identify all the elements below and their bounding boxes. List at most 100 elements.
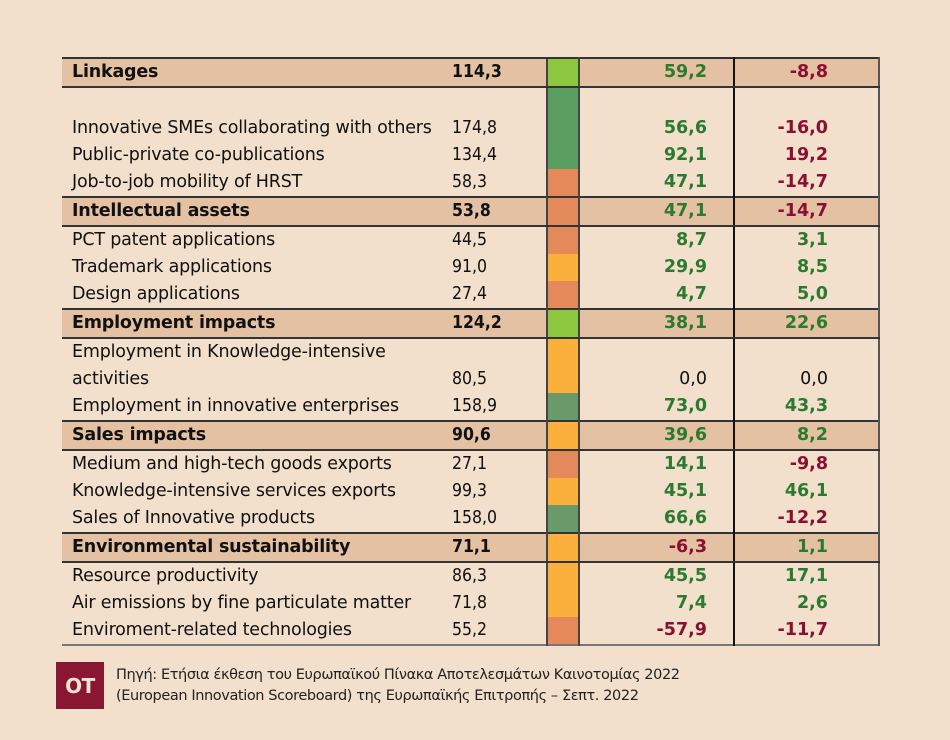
performance-swatch [546, 420, 580, 451]
source-note: Πηγή: Ετήσια έκθεση του Ευρωπαϊκού Πίνακ… [116, 665, 680, 707]
row-change-2: 2,6 [734, 590, 880, 617]
row-change-2: 43,3 [734, 393, 880, 421]
row-change-1: 39,6 [579, 420, 735, 451]
row-change-2: 17,1 [734, 562, 880, 590]
performance-swatch [546, 590, 580, 617]
performance-swatch [546, 562, 580, 590]
row-change-2: 46,1 [734, 478, 880, 505]
row-change-1: 92,1 [579, 142, 735, 169]
row-score: 44,5 [452, 230, 488, 250]
row-change-1: 47,1 [579, 196, 735, 227]
indicator-row: Job-to-job mobility of HRST 58,3 47,1 -14,7 [62, 169, 880, 197]
indicator-row: Resource productivity 86,3 45,5 17,1 [62, 562, 880, 590]
row-score: 27,1 [452, 454, 488, 474]
row-label: Resource productivity [72, 566, 259, 586]
indicator-row: Innovative SMEs collaborating with other… [62, 87, 880, 142]
ot-logo: OT [56, 662, 104, 709]
group-row: Employment impacts 124,2 38,1 22,6 [62, 308, 880, 339]
performance-swatch [546, 87, 580, 142]
performance-swatch [546, 169, 580, 197]
performance-swatch [546, 57, 580, 88]
row-change-2: 8,5 [734, 254, 880, 281]
row-label: Environmental sustainability [62, 532, 446, 563]
performance-swatch [546, 505, 580, 533]
row-label: Job-to-job mobility of HRST [72, 172, 303, 192]
row-change-2: -14,7 [734, 196, 880, 227]
indicator-row: Trademark applications 91,0 29,9 8,5 [62, 254, 880, 281]
indicator-row: Employment in Knowledge-intensive activi… [62, 338, 880, 393]
row-score: 158,9 [452, 396, 498, 416]
indicator-row: Employment in innovative enterprises 158,… [62, 393, 880, 421]
row-score: 80,5 [452, 369, 488, 389]
row-change-2: 0,0 [734, 338, 880, 393]
group-row: Intellectual assets 53,8 47,1 -14,7 [62, 196, 880, 227]
row-change-1: 56,6 [579, 87, 735, 142]
row-change-2: -8,8 [734, 57, 880, 88]
performance-swatch [546, 142, 580, 169]
row-score: 27,4 [452, 284, 488, 304]
indicator-row: Medium and high-tech goods exports 27,1 14… [62, 450, 880, 478]
row-score: 90,6 [446, 420, 547, 451]
indicator-row: Enviroment-related technologies 55,2 -57,9… [62, 617, 880, 645]
source-line-2: (European Innovation Scoreboard) της Ευρ… [116, 687, 639, 704]
logo-text: OT [65, 673, 95, 698]
row-change-1: 73,0 [579, 393, 735, 421]
row-change-2: 22,6 [734, 308, 880, 339]
row-change-1: 8,7 [579, 226, 735, 254]
row-change-2: -14,7 [734, 169, 880, 197]
source-footer: OT Πηγή: Ετήσια έκθεση του Ευρωπαϊκού Πί… [56, 662, 680, 709]
indicator-row: PCT patent applications 44,5 8,7 3,1 [62, 226, 880, 254]
row-change-2: 8,2 [734, 420, 880, 451]
row-score: 91,0 [452, 257, 488, 277]
row-label: Trademark applications [72, 257, 272, 277]
row-score: 99,3 [452, 481, 488, 501]
row-label: Intellectual assets [62, 196, 446, 227]
row-change-2: 5,0 [734, 281, 880, 309]
row-change-1: -57,9 [579, 617, 735, 645]
performance-swatch [546, 226, 580, 254]
indicator-row: Sales of Innovative products 158,0 66,6 -12… [62, 505, 880, 533]
row-label: PCT patent applications [72, 230, 276, 250]
row-score: 71,8 [452, 593, 488, 613]
row-label: Employment in innovative enterprises [72, 396, 399, 416]
row-label: Innovative SMEs collaborating with other… [72, 118, 432, 138]
row-label: Air emissions by fine particulate matter [72, 593, 412, 613]
row-label: Employment in Knowledge-intensive activi… [72, 342, 386, 389]
performance-swatch [546, 617, 580, 645]
performance-swatch [546, 450, 580, 478]
indicator-row: Air emissions by fine particulate matter… [62, 590, 880, 617]
row-score: 86,3 [452, 566, 488, 586]
row-change-1: 38,1 [579, 308, 735, 339]
performance-swatch [546, 478, 580, 505]
row-label: Sales of Innovative products [72, 508, 315, 528]
group-row: Linkages 114,3 59,2 -8,8 [62, 57, 880, 88]
row-label: Enviroment-related technologies [72, 620, 352, 640]
row-change-2: -9,8 [734, 450, 880, 478]
row-change-1: -6,3 [579, 532, 735, 563]
row-change-1: 47,1 [579, 169, 735, 197]
row-change-1: 45,5 [579, 562, 735, 590]
row-change-2: -11,7 [734, 617, 880, 645]
row-change-1: 66,6 [579, 505, 735, 533]
row-score: 58,3 [452, 172, 488, 192]
row-score: 174,8 [452, 118, 498, 138]
group-row: Environmental sustainability 71,1 -6,3 1,1 [62, 532, 880, 563]
row-score: 124,2 [446, 308, 547, 339]
row-change-1: 4,7 [579, 281, 735, 309]
row-score: 71,1 [446, 532, 547, 563]
innovation-scoreboard-table: Linkages 114,3 59,2 -8,8 Innovative SMEs col… [62, 57, 880, 646]
row-change-1: 14,1 [579, 450, 735, 478]
performance-swatch [546, 308, 580, 339]
row-change-2: 19,2 [734, 142, 880, 169]
row-change-2: -12,2 [734, 505, 880, 533]
performance-swatch [546, 532, 580, 563]
row-label: Knowledge-intensive services exports [72, 481, 396, 501]
row-change-1: 7,4 [579, 590, 735, 617]
performance-swatch [546, 393, 580, 421]
row-label: Medium and high-tech goods exports [72, 454, 392, 474]
row-score: 53,8 [446, 196, 547, 227]
row-label: Sales impacts [62, 420, 446, 451]
source-line-1: Πηγή: Ετήσια έκθεση του Ευρωπαϊκού Πίνακ… [116, 666, 680, 683]
row-label: Employment impacts [62, 308, 446, 339]
row-score: 114,3 [446, 57, 547, 88]
